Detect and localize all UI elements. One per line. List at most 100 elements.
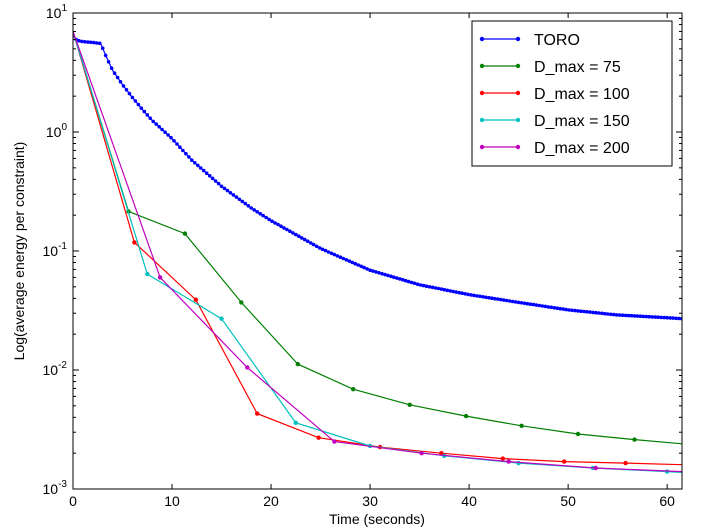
series-0-point bbox=[228, 191, 233, 195]
series-1-point bbox=[632, 437, 637, 442]
legend-label: D_max = 100 bbox=[534, 86, 630, 103]
series-0-point bbox=[430, 285, 435, 290]
series-0-point bbox=[279, 224, 283, 228]
y-tick-label: 10-2 bbox=[43, 360, 68, 378]
series-4-point bbox=[157, 275, 163, 280]
series-0-point bbox=[249, 206, 253, 210]
series-0-point bbox=[638, 314, 643, 319]
series-0-point bbox=[109, 66, 114, 70]
series-0-point bbox=[231, 193, 236, 197]
series-0-point bbox=[347, 259, 352, 263]
series-0-point bbox=[145, 113, 150, 117]
series-0-point bbox=[668, 316, 672, 320]
series-0-point bbox=[350, 260, 355, 265]
series-0-point bbox=[291, 231, 295, 235]
series-0-point bbox=[424, 284, 429, 289]
series-0-point bbox=[133, 99, 138, 103]
series-0-point bbox=[457, 290, 462, 295]
series-0-point bbox=[210, 176, 215, 181]
series-1-line bbox=[73, 31, 682, 445]
series-0-point bbox=[178, 145, 182, 149]
series-0-point bbox=[516, 300, 521, 305]
legend-label: TORO bbox=[534, 32, 580, 49]
series-0-point bbox=[190, 158, 194, 162]
series-0-point bbox=[436, 286, 441, 291]
series-0-point bbox=[89, 40, 93, 45]
series-0-point bbox=[353, 261, 358, 266]
series-0-point bbox=[653, 315, 658, 319]
series-0-point bbox=[308, 241, 313, 245]
series-0-point bbox=[502, 298, 506, 302]
series-1-point bbox=[182, 231, 188, 236]
series-1-point bbox=[575, 431, 581, 437]
series-0-point bbox=[243, 201, 248, 206]
series-0-point bbox=[433, 286, 438, 290]
series-0-point bbox=[344, 258, 349, 262]
series-1-point bbox=[463, 413, 469, 419]
series-0-point bbox=[187, 155, 191, 159]
legend-label: D_max = 75 bbox=[534, 59, 621, 76]
series-0-point bbox=[463, 292, 467, 296]
series-0-point bbox=[469, 293, 473, 297]
series-0-point bbox=[276, 222, 280, 227]
series-0-point bbox=[656, 315, 660, 320]
series-3-point bbox=[516, 460, 521, 466]
series-0-point bbox=[299, 236, 304, 240]
y-tick-label: 101 bbox=[46, 3, 68, 21]
series-0-point bbox=[561, 307, 565, 311]
series-0-point bbox=[285, 227, 289, 232]
series-0-point bbox=[166, 133, 170, 137]
series-0-point bbox=[201, 168, 206, 173]
series-0-point bbox=[264, 215, 268, 220]
y-tick-label: 10-1 bbox=[43, 241, 68, 259]
series-0-point bbox=[466, 292, 470, 297]
x-tick-label: 20 bbox=[263, 493, 279, 509]
series-0-point bbox=[475, 294, 479, 298]
legend-swatch-marker bbox=[515, 117, 521, 123]
series-0-point bbox=[77, 38, 81, 43]
series-0-point bbox=[169, 135, 173, 140]
series-1-point bbox=[407, 402, 412, 407]
series-0-point bbox=[204, 171, 209, 175]
series-0-point bbox=[537, 303, 542, 308]
series-0-point bbox=[626, 313, 631, 318]
series-0-point bbox=[451, 289, 456, 294]
series-0-point bbox=[196, 163, 200, 168]
series-0-point bbox=[326, 250, 331, 254]
series-0-point bbox=[163, 130, 167, 134]
series-0-point bbox=[412, 281, 417, 286]
series-0-point bbox=[383, 272, 387, 277]
series-0-point bbox=[665, 315, 669, 320]
series-0-point bbox=[142, 109, 147, 114]
series-0-point bbox=[261, 213, 265, 218]
series-0-point bbox=[534, 303, 539, 307]
series-0-point bbox=[288, 229, 292, 233]
series-0-point bbox=[579, 309, 583, 314]
series-0-point bbox=[496, 297, 500, 301]
series-0-point bbox=[359, 264, 364, 269]
series-0-point bbox=[267, 217, 271, 222]
series-0-point bbox=[341, 256, 346, 261]
series-0-point bbox=[594, 310, 598, 315]
series-0-point bbox=[252, 208, 256, 212]
series-0-point bbox=[623, 313, 628, 318]
series-3-point bbox=[145, 271, 150, 277]
series-0-point bbox=[302, 237, 307, 242]
series-0-point bbox=[659, 315, 663, 320]
series-0-point bbox=[603, 311, 607, 316]
series-0-point bbox=[172, 139, 176, 143]
series-0-point bbox=[487, 295, 491, 300]
series-0-point bbox=[127, 91, 132, 96]
series-0-point bbox=[614, 313, 619, 317]
series-0-point bbox=[546, 305, 551, 309]
series-0-point bbox=[297, 234, 301, 238]
series-0-point bbox=[582, 309, 586, 314]
series-0-point bbox=[124, 88, 129, 92]
series-0-point bbox=[415, 282, 420, 287]
series-0-point bbox=[558, 306, 562, 311]
series-0-point bbox=[380, 271, 384, 276]
x-axis-label: Time (seconds) bbox=[329, 511, 425, 527]
series-2-point bbox=[255, 411, 260, 416]
series-0-point bbox=[493, 296, 497, 301]
series-0-point bbox=[600, 311, 604, 316]
